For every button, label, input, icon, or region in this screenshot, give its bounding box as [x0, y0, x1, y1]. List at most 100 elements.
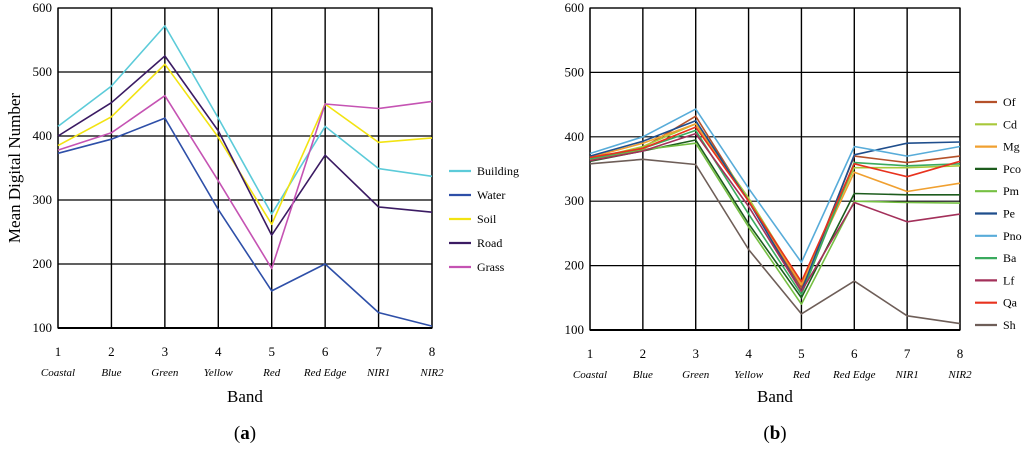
x-tick-label: 1	[55, 344, 62, 359]
legend-label: Of	[1003, 95, 1016, 109]
legend-item: Pno	[975, 229, 1022, 243]
band-name-label: Red Edge	[303, 367, 347, 379]
x-tick-label: 6	[851, 346, 858, 361]
x-tick-label: 5	[798, 346, 805, 361]
legend-item: Building	[449, 164, 519, 178]
legend-label: Mg	[1003, 140, 1020, 154]
x-tick-label: 4	[745, 346, 752, 361]
legend-label: Building	[477, 164, 519, 178]
series-line-pe	[589, 119, 961, 293]
band-name-label: Green	[682, 369, 710, 381]
band-name-label: Blue	[101, 367, 121, 379]
x-tick-label: 1	[587, 346, 594, 361]
band-name-label: Coastal	[573, 369, 607, 381]
y-tick-label: 300	[565, 193, 585, 208]
legend-label: Ba	[1003, 251, 1017, 265]
x-axis-title: Band	[227, 387, 263, 406]
x-tick-label: 2	[640, 346, 647, 361]
band-name-label: NIR1	[366, 367, 390, 379]
figure-caption: (a)	[234, 423, 256, 444]
legend: Building Water Soil Road Grass	[449, 164, 519, 274]
band-name-label: Yellow	[204, 367, 234, 379]
series-line-mg	[589, 123, 961, 286]
series-line-water	[57, 117, 433, 327]
legend-item: Pe	[975, 207, 1015, 221]
band-name-label: Red	[792, 369, 811, 381]
legend-label: Pno	[1003, 229, 1022, 243]
figure-caption: (b)	[763, 423, 786, 444]
y-tick-label: 300	[33, 192, 53, 207]
band-name-label: NIR2	[947, 369, 972, 381]
y-tick-label: 600	[33, 0, 53, 15]
y-tick-label: 200	[33, 256, 53, 271]
y-tick-label: 400	[33, 128, 53, 143]
series-line-soil	[57, 63, 433, 226]
chart-a: 100 200 300 400 500 600 1 Coastal 2 Blue 3 Green 4 Ye…	[5, 0, 519, 444]
legend-item: Mg	[975, 140, 1020, 154]
band-name-label: Yellow	[734, 369, 764, 381]
x-tick-label: 8	[957, 346, 964, 361]
legend-label: Water	[477, 188, 505, 202]
legend-label: Lf	[1003, 273, 1014, 287]
y-tick-label: 500	[565, 64, 585, 79]
legend-item: Pco	[975, 162, 1021, 176]
series-line-pno	[589, 108, 961, 264]
plot-area	[57, 7, 433, 329]
legend-label: Pm	[1003, 184, 1020, 198]
series-line-qa	[589, 126, 961, 283]
legend-item: Ba	[975, 251, 1017, 265]
legend-label: Cd	[1003, 117, 1017, 131]
legend: Of Cd Mg Pco Pm Pe Pno Ba Lf Qa Sh	[975, 95, 1022, 332]
legend-label: Grass	[477, 260, 505, 274]
legend-label: Pe	[1003, 207, 1015, 221]
y-tick-label: 500	[33, 64, 53, 79]
legend-item: Soil	[449, 212, 497, 226]
series-line-grass	[57, 94, 433, 270]
y-tick-label: 100	[33, 320, 53, 335]
legend-item: Water	[449, 188, 505, 202]
band-name-label: NIR1	[895, 369, 919, 381]
x-tick-label: 6	[322, 344, 329, 359]
band-name-label: NIR2	[419, 367, 444, 379]
series-line-pco	[589, 139, 960, 299]
legend-item: Sh	[975, 318, 1016, 332]
x-tick-label: 3	[162, 344, 169, 359]
y-tick-label: 400	[565, 129, 585, 144]
y-tick-label: 200	[565, 258, 585, 273]
band-name-label: Red	[262, 367, 281, 379]
y-tick-label: 600	[565, 0, 585, 15]
x-tick-label: 3	[692, 346, 699, 361]
series-line-building	[57, 25, 433, 215]
band-name-label: Blue	[633, 369, 653, 381]
legend-item: Of	[975, 95, 1016, 109]
legend-item: Pm	[975, 184, 1020, 198]
series-line-sh	[589, 158, 961, 325]
legend-item: Lf	[975, 273, 1014, 287]
x-tick-label: 5	[268, 344, 275, 359]
legend-label: Road	[477, 236, 502, 250]
legend-label: Pco	[1003, 162, 1021, 176]
legend-label: Qa	[1003, 296, 1018, 310]
legend-item: Road	[449, 236, 502, 250]
legend-item: Cd	[975, 117, 1017, 131]
legend-item: Qa	[975, 296, 1018, 310]
series-line-road	[57, 55, 433, 236]
x-tick-label: 7	[904, 346, 911, 361]
band-name-label: Red Edge	[832, 369, 876, 381]
x-tick-label: 8	[429, 344, 436, 359]
x-tick-label: 7	[375, 344, 382, 359]
x-tick-label: 2	[108, 344, 115, 359]
band-name-label: Green	[151, 367, 179, 379]
series-line-lf	[589, 132, 961, 293]
legend-label: Soil	[477, 212, 497, 226]
legend-item: Grass	[449, 260, 505, 274]
y-axis-title: Mean Digital Number	[5, 93, 24, 243]
band-name-label: Coastal	[41, 367, 75, 379]
x-axis-title: Band	[757, 387, 793, 406]
x-tick-label: 4	[215, 344, 222, 359]
legend-label: Sh	[1003, 318, 1016, 332]
chart-b: 100 200 300 400 500 600 1 Coastal 2 Blue 3 Green 4 Ye…	[565, 0, 1022, 444]
y-tick-label: 100	[565, 322, 585, 337]
